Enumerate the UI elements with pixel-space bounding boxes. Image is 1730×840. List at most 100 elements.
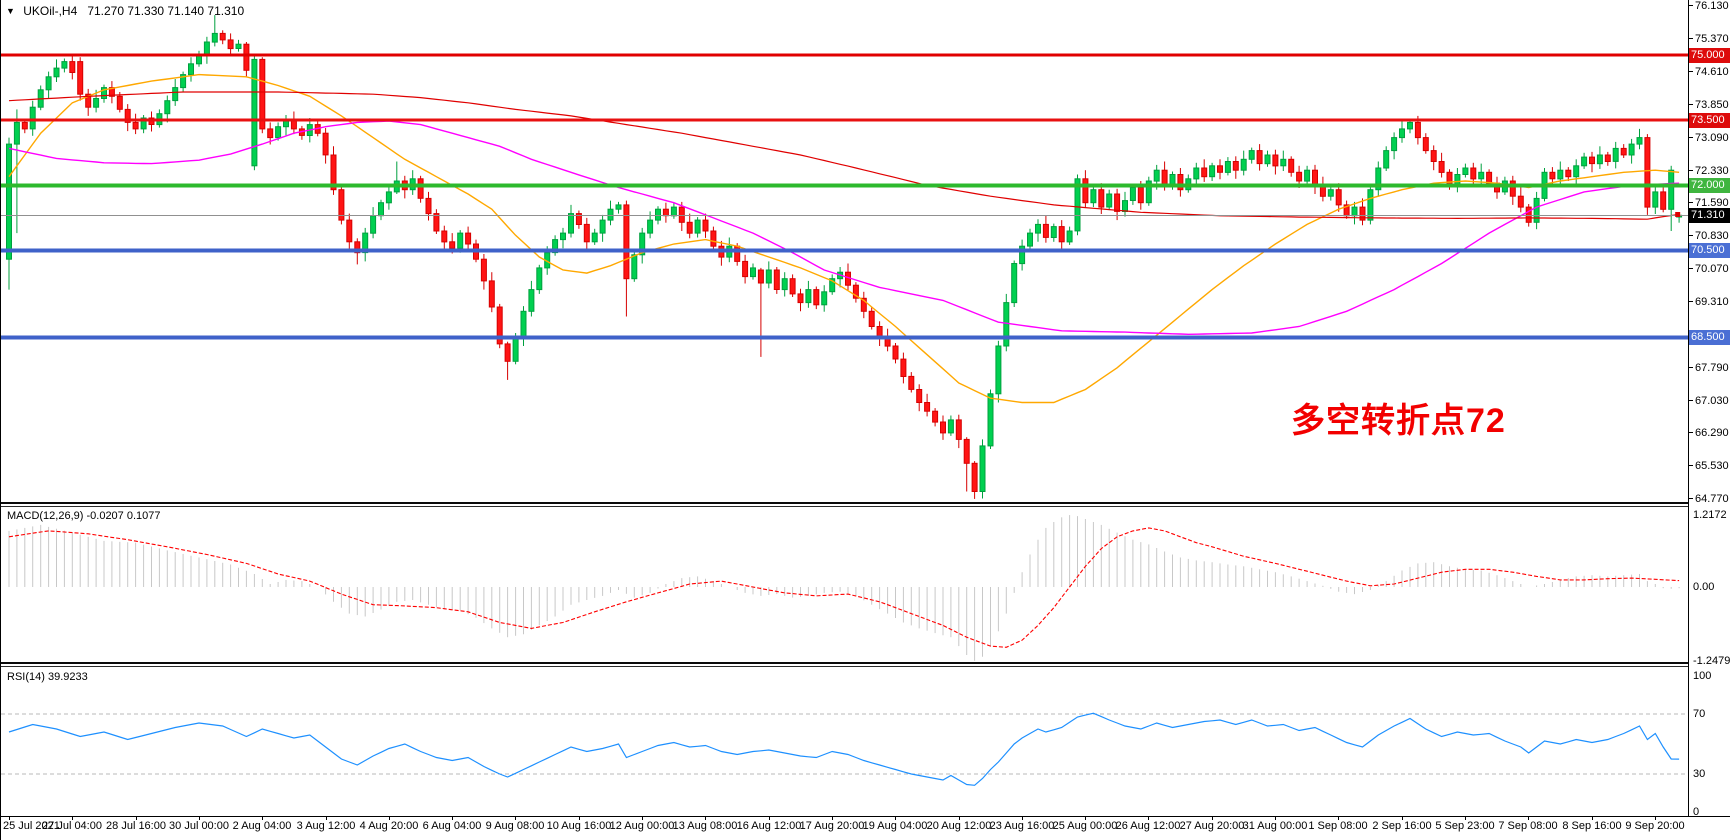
macd-scale-label: 0.00 bbox=[1693, 581, 1715, 593]
candle-body bbox=[694, 219, 701, 234]
candle-body bbox=[1636, 137, 1643, 145]
candle-body bbox=[433, 213, 440, 232]
candle-body bbox=[1248, 150, 1255, 160]
time-tick bbox=[1275, 816, 1276, 820]
candle-body bbox=[631, 254, 638, 280]
candle-body bbox=[140, 117, 147, 130]
macd-scale-label: -1.2479 bbox=[1693, 655, 1730, 667]
candle-body bbox=[211, 32, 218, 43]
candle-body bbox=[1446, 171, 1453, 186]
candle-body bbox=[591, 232, 598, 243]
price-badge-68.500: 68.500 bbox=[1689, 330, 1730, 345]
candle-body bbox=[61, 61, 68, 69]
time-axis-label: 10 Aug 16:00 bbox=[546, 820, 612, 832]
candle-body bbox=[1470, 167, 1477, 180]
candle-body bbox=[678, 206, 685, 223]
candle-body bbox=[639, 232, 646, 256]
candle-body bbox=[1082, 178, 1089, 204]
candle-body bbox=[829, 278, 836, 293]
time-axis-label: 9 Aug 08:00 bbox=[485, 820, 545, 832]
time-axis-label: 20 Aug 12:00 bbox=[926, 820, 992, 832]
candle-body bbox=[765, 269, 772, 284]
time-axis-label: 9 Sep 20:00 bbox=[1625, 820, 1685, 832]
candle-body bbox=[1106, 193, 1113, 208]
price-badge-73.500: 73.500 bbox=[1689, 113, 1730, 128]
quote-ohlc-label: 71.270 71.330 71.140 71.310 bbox=[87, 4, 245, 18]
price-badge-70.500: 70.500 bbox=[1689, 243, 1730, 258]
candle-body bbox=[1549, 171, 1556, 180]
candle-body bbox=[1399, 128, 1405, 139]
candle-body bbox=[1596, 154, 1603, 165]
time-tick bbox=[72, 816, 73, 820]
candle-body bbox=[101, 87, 107, 99]
candle-body bbox=[813, 289, 820, 306]
candle-body bbox=[124, 108, 131, 123]
candle-body bbox=[1114, 193, 1121, 212]
price-tick-label: 64.770 bbox=[1688, 493, 1729, 505]
price-badge-71.310: 71.310 bbox=[1689, 208, 1730, 223]
candle-body bbox=[1422, 137, 1429, 152]
candle-body bbox=[116, 95, 123, 110]
candle-body bbox=[1462, 167, 1469, 175]
candle-body bbox=[1628, 143, 1635, 156]
price-axis-line bbox=[1688, 0, 1689, 816]
panel-separator-macd[interactable] bbox=[1, 502, 1688, 507]
candle-body bbox=[77, 61, 84, 95]
candle-body bbox=[734, 245, 741, 262]
time-tick bbox=[1148, 816, 1149, 820]
candle-body bbox=[1232, 161, 1239, 171]
candle-body bbox=[1003, 302, 1010, 347]
candle-body bbox=[1272, 154, 1279, 167]
price-tick-label: 70.070 bbox=[1688, 263, 1729, 275]
candle-body bbox=[1644, 137, 1651, 208]
candle-body bbox=[1525, 206, 1532, 223]
candle-body bbox=[995, 345, 1002, 395]
candle-body bbox=[1438, 161, 1445, 173]
candle-body bbox=[702, 219, 709, 232]
candle-body bbox=[757, 269, 764, 284]
chart-title-bar: ▼ UKOil-,H4 71.270 71.330 71.140 71.310 bbox=[6, 4, 244, 18]
candle-body bbox=[243, 43, 250, 71]
candle-body bbox=[536, 267, 543, 291]
candle-body bbox=[971, 462, 978, 492]
candle-body bbox=[940, 421, 946, 434]
candle-body bbox=[425, 197, 432, 215]
panel-separator-rsi[interactable] bbox=[1, 662, 1688, 667]
candle-body bbox=[370, 215, 377, 234]
price-tick-label: 66.290 bbox=[1688, 427, 1729, 439]
candle-body bbox=[362, 232, 369, 254]
rsi-indicator-panel[interactable] bbox=[1, 667, 1688, 816]
main-price-chart[interactable] bbox=[1, 0, 1688, 503]
candle-body bbox=[575, 213, 582, 226]
candle-body bbox=[852, 284, 859, 299]
macd-indicator-panel[interactable] bbox=[1, 507, 1688, 662]
time-axis-label: 4 Aug 20:00 bbox=[359, 820, 419, 832]
candle-body bbox=[1652, 191, 1659, 208]
symbol-dropdown-icon[interactable]: ▼ bbox=[6, 6, 15, 16]
candle-body bbox=[1517, 195, 1524, 208]
price-badge-75.000: 75.000 bbox=[1689, 48, 1730, 63]
price-tick-label: 71.590 bbox=[1688, 197, 1729, 209]
time-axis-label: 23 Aug 16:00 bbox=[989, 820, 1055, 832]
price-tick-label: 73.850 bbox=[1688, 99, 1729, 111]
candle-body bbox=[900, 358, 907, 378]
candle-body bbox=[1161, 169, 1168, 186]
time-tick bbox=[1465, 816, 1466, 820]
price-tick-label: 72.330 bbox=[1688, 165, 1729, 177]
candle-body bbox=[1391, 137, 1398, 152]
candle-body bbox=[1074, 178, 1081, 232]
candle-body bbox=[108, 87, 115, 97]
chart-text-annotation[interactable]: 多空转折点72 bbox=[1291, 402, 1506, 440]
candle-body bbox=[172, 87, 179, 102]
candle-body bbox=[1581, 156, 1588, 167]
candle-body bbox=[607, 208, 614, 221]
time-tick bbox=[452, 816, 453, 820]
candle-body bbox=[322, 132, 329, 156]
time-tick bbox=[832, 816, 833, 820]
time-axis-label: 3 Aug 12:00 bbox=[296, 820, 356, 832]
price-tick-label: 65.530 bbox=[1688, 460, 1729, 472]
time-axis-label: 19 Aug 04:00 bbox=[862, 820, 928, 832]
candle-body bbox=[330, 154, 337, 191]
candle-body bbox=[417, 178, 424, 199]
candle-body bbox=[45, 76, 52, 91]
